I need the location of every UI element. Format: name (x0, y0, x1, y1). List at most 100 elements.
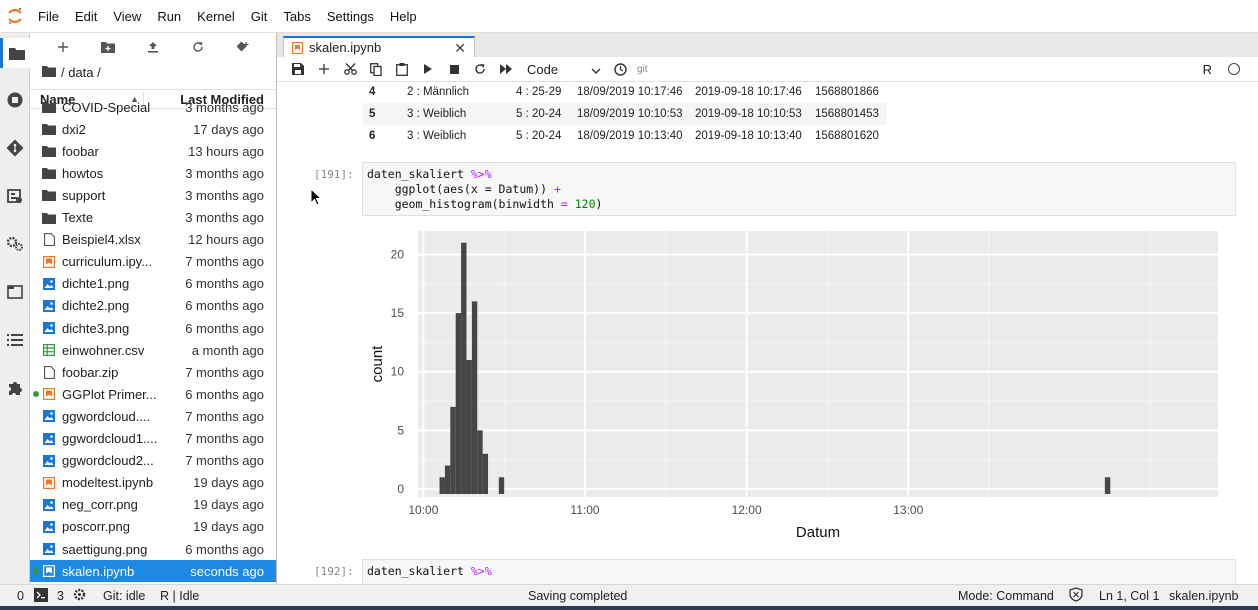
image-icon (42, 432, 56, 446)
cell-type-dropdown[interactable]: Code (527, 62, 601, 77)
code-line: daten_skaliert %>% (367, 564, 1231, 579)
notebook-icon (42, 387, 56, 401)
file-list-item[interactable]: modeltest.ipynb 19 days ago (30, 472, 276, 494)
file-modified: a month ago (191, 342, 264, 358)
running-indicator-icon (33, 568, 39, 575)
git-clone-icon[interactable] (229, 36, 257, 58)
insert-cell-icon[interactable] (311, 58, 337, 80)
file-list-item[interactable]: howtos 3 months ago (30, 162, 276, 184)
menu-file[interactable]: File (38, 8, 59, 24)
close-icon[interactable]: ✕ (454, 40, 466, 56)
y-tick-label: 15 (391, 306, 405, 320)
menu-view[interactable]: View (113, 8, 142, 24)
refresh-icon[interactable] (184, 36, 212, 58)
file-list-item[interactable]: einwohner.csv a month ago (30, 339, 276, 361)
jupyter-logo-icon (0, 0, 30, 33)
histogram-bar (482, 453, 489, 494)
file-list-item[interactable]: curriculum.ipy... 7 months ago (30, 251, 276, 273)
git-icon[interactable] (0, 133, 30, 163)
upload-icon[interactable] (139, 36, 167, 58)
file-list-item[interactable]: foobar 13 hours ago (30, 140, 276, 162)
kernel-name[interactable]: R (1202, 62, 1212, 77)
running-icon[interactable] (0, 85, 30, 115)
file-icon (42, 233, 56, 247)
tabs-icon[interactable] (0, 277, 30, 307)
file-list-item[interactable]: ggwordcloud.... 7 months ago (30, 405, 276, 427)
code-cell[interactable]: daten_skaliert %>% ggplot(aes(x = Datum)… (362, 162, 1236, 216)
extension-manager-icon[interactable] (0, 373, 30, 403)
file-list-item[interactable]: dichte1.png 6 months ago (30, 273, 276, 295)
file-list-item[interactable]: foobar.zip 7 months ago (30, 361, 276, 383)
paste-icon[interactable] (389, 58, 415, 80)
file-list-item[interactable]: skalen.ipynb seconds ago (30, 560, 276, 583)
clock-icon[interactable] (607, 58, 633, 80)
file-list-item[interactable]: support 3 months ago (30, 184, 276, 206)
code-operator: %>% (470, 167, 492, 181)
notebook-icon (292, 41, 303, 54)
file-list-item[interactable]: dxi2 17 days ago (30, 118, 276, 140)
copy-icon[interactable] (363, 58, 389, 80)
terminal-count[interactable]: 0 (17, 589, 24, 603)
mouse-cursor-icon (311, 189, 323, 206)
file-modified: 6 months ago (185, 320, 264, 336)
file-list-item[interactable]: ggwordcloud2... 7 months ago (30, 450, 276, 472)
kernel-gear-icon (73, 588, 86, 604)
settings-icon[interactable] (0, 229, 30, 259)
table-of-contents-icon[interactable] (0, 325, 30, 355)
property-inspector-icon[interactable] (0, 181, 30, 211)
menu-settings[interactable]: Settings (326, 8, 374, 24)
notebook-tab[interactable]: skalen.ipynb ✕ (283, 36, 475, 57)
table-cell: 1568801866 (815, 86, 879, 98)
cursor-position[interactable]: Ln 1, Col 1 (1099, 589, 1160, 603)
file-list-item[interactable]: Texte 3 months ago (30, 207, 276, 229)
last-modified-column-header[interactable]: Last Modified (143, 91, 276, 107)
file-name: Texte (62, 210, 94, 225)
new-launcher-icon[interactable] (49, 36, 77, 58)
name-column-header[interactable]: Name ▲ (40, 91, 139, 107)
kernel-count[interactable]: 3 (57, 589, 64, 603)
run-all-icon[interactable] (493, 58, 519, 80)
file-name: poscorr.png (62, 519, 130, 535)
menu-help[interactable]: Help (389, 8, 417, 24)
file-list-item[interactable]: neg_corr.png 19 days ago (30, 494, 276, 516)
table-cell: 2019-09-18 10:17:46 (695, 86, 802, 98)
code-text: ) (595, 197, 603, 211)
file-modified: 6 months ago (185, 541, 264, 557)
folder-icon[interactable] (0, 38, 30, 68)
file-list-item[interactable]: dichte2.png 6 months ago (30, 295, 276, 317)
git-status[interactable]: Git: idle (103, 589, 146, 603)
run-icon[interactable] (415, 58, 441, 80)
file-name: COVID-Special (62, 102, 151, 115)
folder-icon (42, 211, 56, 225)
file-name: dxi2 (62, 121, 86, 137)
file-name: skalen.ipynb (62, 563, 135, 579)
cell-prompt: [192]: (314, 565, 354, 578)
cut-icon[interactable] (337, 58, 363, 80)
menu-kernel[interactable]: Kernel (197, 8, 235, 24)
folder-icon[interactable] (42, 65, 56, 80)
file-list-item[interactable]: Beispiel4.xlsx 12 hours ago (30, 229, 276, 251)
stop-icon[interactable] (441, 58, 467, 80)
menu-tabs[interactable]: Tabs (283, 8, 311, 24)
table-cell: 2019-09-18 10:10:53 (695, 108, 802, 120)
menu-git[interactable]: Git (250, 8, 268, 24)
code-cell[interactable]: daten_skaliert %>% (362, 559, 1236, 584)
menu-edit[interactable]: Edit (74, 8, 98, 24)
file-list-item[interactable]: COVID-Special 3 months ago (30, 102, 276, 118)
notebook-icon (42, 564, 56, 578)
file-list-item[interactable]: GGPlot Primer... 6 months ago (30, 383, 276, 405)
save-icon[interactable] (285, 58, 311, 80)
file-list-item[interactable]: saettigung.png 6 months ago (30, 538, 276, 560)
file-list-item[interactable]: ggwordcloud1.... 7 months ago (30, 428, 276, 450)
breadcrumb-path[interactable]: / data / (61, 64, 101, 80)
git-diff-label[interactable]: git (637, 63, 648, 75)
new-folder-icon[interactable] (94, 36, 122, 58)
shield-icon[interactable] (1069, 587, 1083, 605)
x-axis-label: Datum (796, 524, 840, 541)
kernel-status[interactable]: R | Idle (160, 589, 200, 603)
file-modified: 7 months ago (185, 254, 264, 270)
file-list-item[interactable]: poscorr.png 19 days ago (30, 516, 276, 538)
file-list-item[interactable]: dichte3.png 6 months ago (30, 317, 276, 339)
menu-run[interactable]: Run (157, 8, 182, 24)
restart-kernel-icon[interactable] (467, 58, 493, 80)
